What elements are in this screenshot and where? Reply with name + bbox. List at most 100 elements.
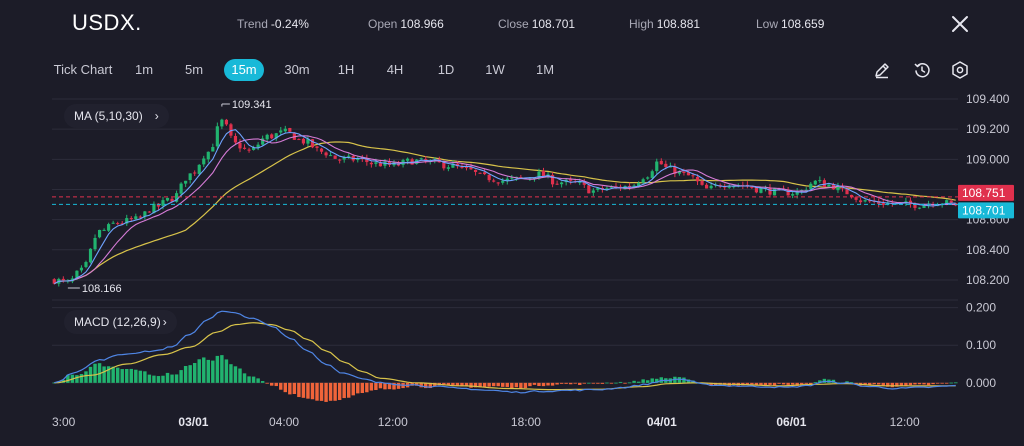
macd-histogram-bar [442, 382, 446, 386]
candle-body [827, 184, 831, 187]
macd-histogram-bar [251, 376, 256, 383]
candle-body [442, 162, 446, 169]
macd-histogram-bar [591, 382, 596, 384]
candle-body [279, 130, 283, 133]
tf-1m-month[interactable]: 1M [535, 62, 555, 77]
macd-histogram-bar [365, 382, 369, 393]
tf-tick-chart[interactable]: Tick Chart [53, 62, 113, 77]
candle-body [859, 200, 863, 203]
macd-line [54, 310, 956, 394]
candle-body [374, 162, 378, 164]
macd-histogram-bar [854, 382, 858, 384]
macd-tick-label: 0.200 [966, 301, 996, 315]
macd-histogram-bar [297, 382, 301, 398]
candle-body [868, 200, 872, 202]
candle-body [283, 128, 287, 132]
tf-1w[interactable]: 1W [485, 62, 505, 77]
macd-histogram-bar [709, 382, 713, 386]
candle-body [111, 222, 115, 224]
macd-histogram-bar [260, 381, 265, 383]
macd-histogram-bar [867, 382, 872, 386]
macd-histogram-bar [863, 382, 867, 386]
x-tick-label: 12:00 [890, 415, 920, 429]
candle-body [478, 172, 482, 174]
tf-15m[interactable]: 15m [224, 59, 264, 81]
macd-histogram-bar [464, 382, 469, 387]
candle-body [179, 183, 183, 194]
close-stat: Close 108.701 [498, 17, 575, 31]
tf-1d[interactable]: 1D [437, 62, 455, 77]
candles-layer [52, 118, 958, 287]
candle-body [582, 181, 586, 185]
candle-body [836, 186, 840, 191]
macd-histogram-bar [768, 382, 772, 385]
candle-body [301, 138, 306, 144]
macd-histogram-bar [66, 374, 70, 383]
ma-indicator-text: MA (5,10,30) [74, 109, 143, 123]
candle-body [569, 179, 573, 181]
ma5-line [54, 129, 956, 285]
candle-body [473, 169, 478, 172]
candle-body [256, 144, 260, 149]
macd-histogram-bar [682, 377, 686, 383]
macd-histogram-bar [211, 360, 215, 383]
candle-body [333, 155, 337, 159]
tf-30m[interactable]: 30m [284, 62, 310, 77]
macd-histogram-bar [754, 382, 759, 386]
macd-histogram-bar [541, 382, 546, 387]
ma30-layer [54, 141, 956, 285]
chevron-right-icon: › [162, 315, 167, 329]
macd-histogram-bar [528, 382, 532, 387]
macd-histogram-bar [478, 382, 482, 388]
macd-indicator-label[interactable]: MACD (12,26,9) › [64, 310, 177, 334]
macd-histogram-bar [886, 382, 890, 387]
macd-histogram-bar [813, 382, 818, 383]
macd-histogram-bar [183, 366, 188, 383]
macd-indicator-text: MACD (12,26,9) [74, 315, 161, 329]
pencil-icon[interactable] [872, 60, 892, 80]
macd-histogram-bar [387, 382, 392, 390]
candle-body [795, 191, 799, 195]
settings-icon[interactable] [950, 60, 970, 80]
candle-body [537, 171, 541, 179]
macd-histogram-bar [514, 382, 519, 388]
macd-histogram-bar [360, 382, 365, 394]
macd-histogram-bar [623, 382, 627, 384]
x-tick-label: 3:00 [52, 415, 76, 429]
macd-histogram-bar [428, 382, 432, 389]
macd-histogram-bar [777, 382, 781, 384]
x-tick-label: 03/01 [178, 415, 208, 429]
macd-histogram-bar [179, 370, 183, 383]
tf-1m[interactable]: 1m [134, 62, 154, 77]
candle-body [759, 188, 763, 193]
ma-indicator-label[interactable]: MA (5,10,30) › [64, 104, 169, 128]
candle-body [804, 189, 808, 191]
macd-histogram-bar [306, 382, 310, 399]
close-icon[interactable] [948, 12, 972, 36]
candle-body [659, 160, 663, 165]
candle-body [229, 124, 233, 136]
tf-5m[interactable]: 5m [184, 62, 204, 77]
macd-histogram-bar [501, 382, 505, 387]
candle-body [849, 194, 854, 197]
macd-histogram-bar [881, 382, 885, 386]
candle-body [704, 184, 709, 189]
macd-histogram-bar [206, 359, 211, 383]
macd-histogram-bar [935, 382, 940, 384]
axes-layer: 109.400109.200109.000108.800108.600108.4… [52, 92, 1014, 429]
macd-histogram-bar [446, 382, 451, 386]
macd-histogram-bar [292, 382, 297, 395]
macd-histogram-bar [111, 366, 115, 383]
tf-4h[interactable]: 4H [386, 62, 404, 77]
macd-histogram-bar [655, 378, 659, 383]
candle-body [945, 200, 949, 204]
high-stat: High 108.881 [629, 17, 700, 31]
reset-icon[interactable] [912, 60, 932, 80]
plot-area [52, 96, 958, 400]
candle-body [292, 132, 296, 140]
tf-1h[interactable]: 1H [337, 62, 355, 77]
candle-body [88, 248, 93, 263]
candle-body [251, 147, 256, 150]
macd-histogram-bar [804, 382, 808, 384]
